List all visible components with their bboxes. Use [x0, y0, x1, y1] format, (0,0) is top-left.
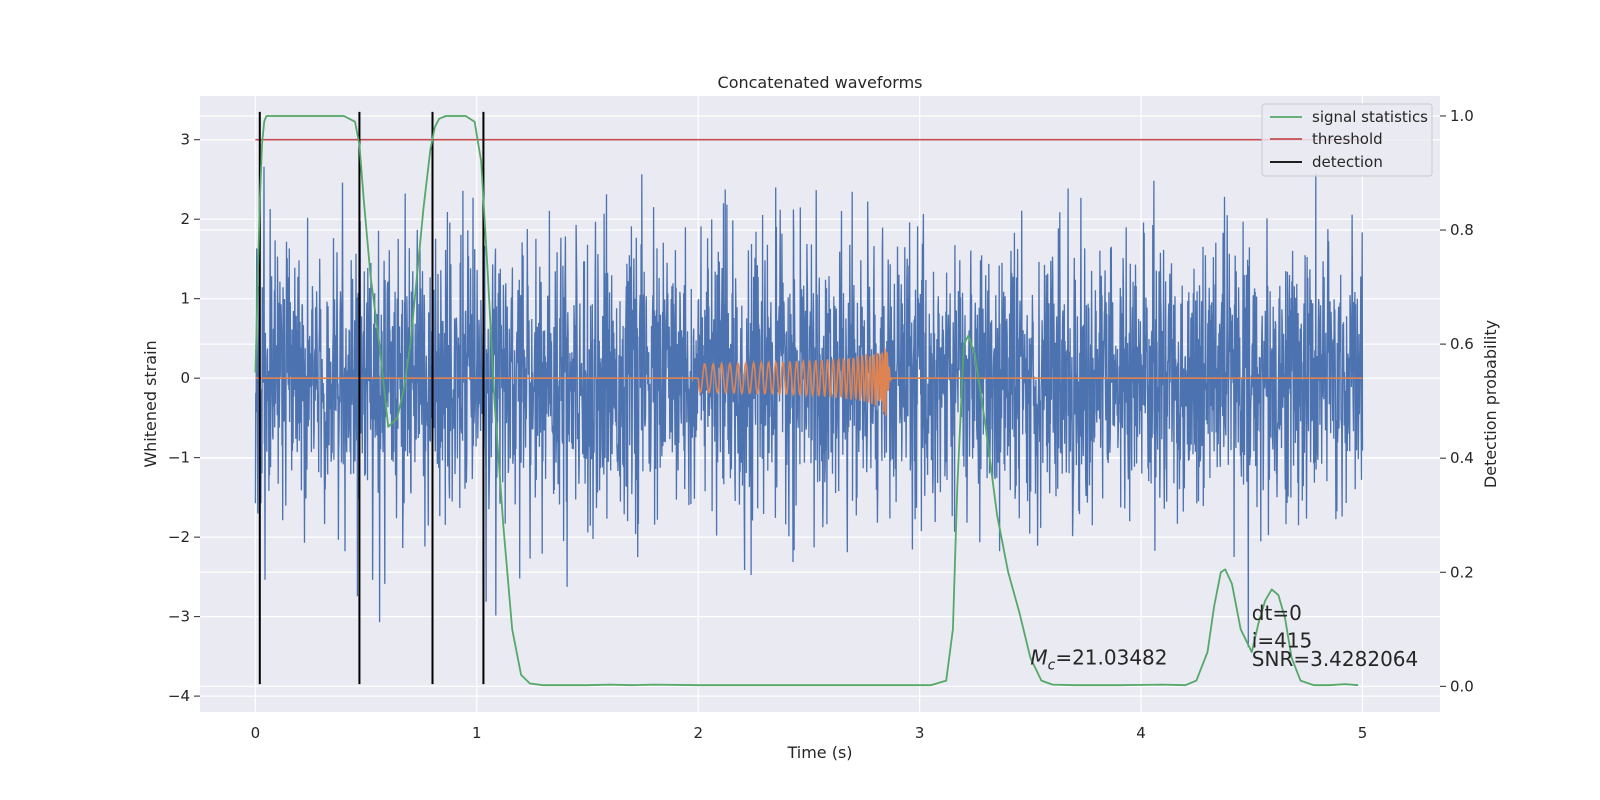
y-tick-label: 2 — [180, 210, 190, 228]
y-tick-label: −3 — [168, 608, 190, 626]
annotation-text: SNR=3.4282064 — [1252, 647, 1418, 671]
x-tick-label: 3 — [915, 724, 925, 742]
y2-tick-label: 0.6 — [1450, 335, 1474, 353]
x-tick-label: 5 — [1358, 724, 1368, 742]
y-tick-label: 3 — [180, 131, 190, 149]
y2-tick-label: 0.0 — [1450, 677, 1474, 695]
annotation-text: Mc=21.03482 — [1030, 645, 1167, 673]
strain-noise-line — [254, 166, 1364, 648]
y2-tick-label: 0.4 — [1450, 449, 1474, 467]
y-axis-label: Whitened strain — [141, 340, 160, 467]
legend: signal statistics threshold detection — [1261, 103, 1433, 177]
annotation-text: i=415 — [1252, 629, 1313, 653]
y2-tick-label: 0.8 — [1450, 221, 1474, 239]
legend-label-signal-statistics: signal statistics — [1312, 108, 1428, 126]
legend-label-threshold: threshold — [1312, 130, 1383, 148]
x-axis-label: Time (s) — [786, 743, 852, 762]
x-tick-label: 4 — [1136, 724, 1146, 742]
y-tick-label: −4 — [168, 687, 190, 705]
annotation-text: dt=0 — [1252, 601, 1302, 625]
y-tick-label: 1 — [180, 290, 190, 308]
signal-statistics-line — [254, 115, 1359, 687]
chart-title: Concatenated waveforms — [718, 73, 923, 92]
legend-label-detection: detection — [1312, 153, 1383, 171]
legend-box — [1261, 103, 1433, 177]
x-tick-label: 1 — [472, 724, 482, 742]
chirp-waveform-line — [255, 348, 1363, 416]
y-tick-label: −2 — [168, 528, 190, 546]
y2-tick-label: 0.2 — [1450, 563, 1474, 581]
x-tick-label: 2 — [693, 724, 703, 742]
y-tick-label: 0 — [180, 369, 190, 387]
x-tick-label: 0 — [251, 724, 261, 742]
y2-axis-label: Detection probability — [1481, 320, 1500, 488]
y-tick-label: −1 — [168, 449, 190, 467]
y2-tick-label: 1.0 — [1450, 107, 1474, 125]
